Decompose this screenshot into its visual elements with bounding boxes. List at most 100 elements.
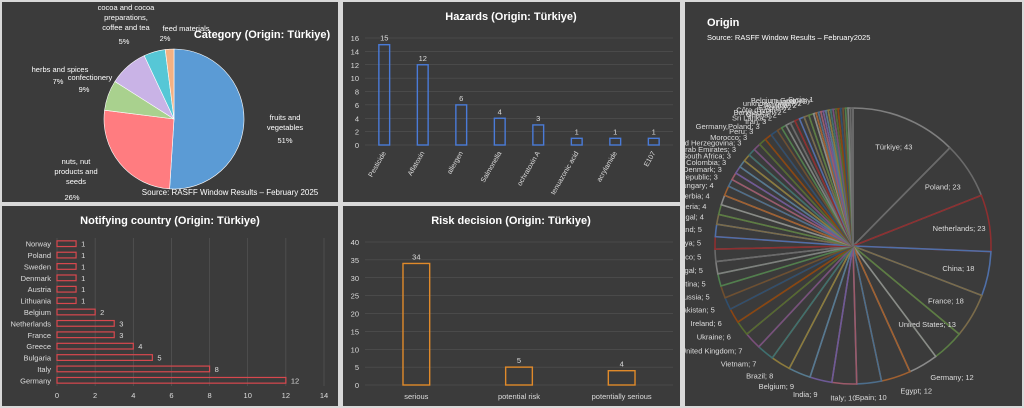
origin-slice-label: unknown origin; 2 bbox=[743, 99, 802, 108]
hazards-bar-value-label: 1 bbox=[575, 127, 579, 136]
notifying-x-tick-label: 2 bbox=[93, 391, 97, 400]
risk-x-tick-label: potential risk bbox=[498, 392, 540, 401]
notifying-y-tick-label: Belgium bbox=[24, 308, 51, 317]
origin-slice-label: China; 18 bbox=[942, 264, 974, 273]
hazards-y-tick-label: 12 bbox=[351, 61, 359, 70]
origin-slice-label: South Africa; 3 bbox=[685, 151, 731, 160]
hazards-bar bbox=[570, 137, 583, 146]
origin-slice-label: Estonia; 2 bbox=[758, 103, 791, 112]
origin-slice-label: Mexico; 5 bbox=[685, 252, 701, 261]
risk-bar-value-label: 5 bbox=[517, 356, 521, 365]
notifying-country-bar-chart: Notifying country (Origin: Türkiye) 0 2 4 6 8… bbox=[11, 215, 329, 400]
risk-x-tick-label: potentially serious bbox=[592, 392, 652, 401]
notifying-bar-value-label: 1 bbox=[81, 251, 85, 260]
hazards-x-tick-label: ochratoxin A bbox=[517, 150, 542, 187]
notifying-bar-value-label: 1 bbox=[81, 285, 85, 294]
notifying-y-tick-label: Sweden bbox=[24, 262, 51, 271]
origin-slice-label: Germany; 12 bbox=[930, 373, 973, 382]
category-slice-percent: 9% bbox=[79, 85, 90, 94]
origin-slice-label: Colombia; 3 bbox=[686, 158, 726, 167]
origin-slice-label: Poland; 23 bbox=[925, 183, 961, 192]
notifying-x-tick-label: 4 bbox=[131, 391, 135, 400]
hazards-bar-value-label: 12 bbox=[419, 54, 427, 63]
notifying-bar-value-label: 3 bbox=[119, 331, 123, 340]
risk-y-tick-label: 15 bbox=[351, 327, 359, 336]
notifying-bar-value-label: 1 bbox=[81, 262, 85, 271]
notifying-x-tick-label: 12 bbox=[282, 391, 290, 400]
origin-slice-label: United States; 13 bbox=[898, 320, 956, 329]
notifying-bar-value-label: 2 bbox=[100, 308, 104, 317]
category-slice-label: nuts, nut products and seeds bbox=[54, 157, 97, 186]
category-slice-percent: 7% bbox=[53, 77, 64, 86]
hazards-y-tick-label: 16 bbox=[351, 34, 359, 43]
origin-pie-slice bbox=[849, 107, 854, 247]
notifying-bar bbox=[56, 308, 96, 316]
notifying-y-tick-label: Poland bbox=[28, 251, 51, 260]
origin-slice-label: Nigeria; 4 bbox=[685, 202, 706, 211]
origin-pie-slice bbox=[852, 245, 912, 382]
origin-slice-label: France; 18 bbox=[928, 296, 964, 305]
origin-slice-label: Russia; 5 bbox=[685, 293, 710, 302]
risk-bar bbox=[607, 369, 636, 386]
category-slice-percent: 26% bbox=[64, 193, 79, 202]
risk-x-tick-label: serious bbox=[404, 392, 428, 401]
notifying-y-tick-label: France bbox=[28, 331, 51, 340]
origin-slice-label: Ukraine; 6 bbox=[697, 333, 731, 342]
hazards-bar-value-label: 4 bbox=[498, 107, 502, 116]
hazards-chart-panel: Hazards (Origin: Türkiye) 0 2 4 6 8 10 12 14 16 15… bbox=[343, 2, 680, 202]
risk-bar-value-label: 4 bbox=[620, 360, 624, 369]
hazards-x-tick-label: Aflatoxin bbox=[407, 150, 427, 177]
hazards-y-tick-label: 8 bbox=[355, 88, 359, 97]
hazards-x-tick-label: E107 bbox=[643, 150, 657, 168]
notifying-bar bbox=[56, 251, 77, 259]
origin-slice-label: Syria; 1 bbox=[788, 95, 813, 104]
notifying-bar-value-label: 1 bbox=[81, 274, 85, 283]
notifying-bar bbox=[56, 376, 287, 384]
category-pie-chart: Category (Origin: Türkiye) Source: RASFF … bbox=[32, 3, 331, 202]
origin-slice-label: Austria; 2 bbox=[765, 101, 797, 110]
notifying-x-tick-label: 8 bbox=[207, 391, 211, 400]
origin-slice-label: Brazil; 8 bbox=[746, 371, 773, 380]
hazards-x-tick-label: Salmonella bbox=[480, 150, 503, 184]
category-slice-label: fruits and vegetables bbox=[267, 113, 304, 132]
origin-slice-label: Thailand; 5 bbox=[685, 225, 702, 234]
notifying-bar-value-label: 8 bbox=[215, 365, 219, 374]
origin-slice-label: India; 9 bbox=[793, 390, 818, 399]
notifying-x-tick-label: 0 bbox=[55, 391, 59, 400]
notifying-bar-value-label: 4 bbox=[138, 342, 142, 351]
origin-slice-label: Denmark; 3 bbox=[685, 165, 722, 174]
hazards-y-tick-label: 10 bbox=[351, 74, 359, 83]
origin-slice-label: Argentina; 5 bbox=[685, 279, 706, 288]
notifying-bar bbox=[56, 263, 77, 270]
origin-slice-label: Ireland; 6 bbox=[691, 319, 722, 328]
hazards-bar bbox=[378, 43, 391, 146]
origin-slice-label: United Arab Emirates; 3 bbox=[685, 145, 736, 154]
origin-slice-label: Egypt; 12 bbox=[900, 386, 932, 395]
risk-y-tick-label: 5 bbox=[355, 363, 359, 372]
hazards-y-tick-label: 0 bbox=[355, 141, 359, 150]
origin-slice-label: Hungary; 4 bbox=[685, 181, 714, 190]
notifying-bar bbox=[56, 240, 77, 248]
notifying-bar bbox=[56, 274, 77, 282]
risk-decision-chart-panel: Risk decision (Origin: Türkiye) 0 5 10 15 20 2… bbox=[343, 206, 680, 406]
risk-bar bbox=[504, 366, 534, 386]
origin-slice-label: Belgium; 9 bbox=[759, 382, 794, 391]
risk-y-tick-label: 35 bbox=[351, 256, 359, 265]
notifying-bar-value-label: 3 bbox=[119, 319, 123, 328]
risk-decision-bar-chart: Risk decision (Origin: Türkiye) 0 5 10 15 20 2… bbox=[351, 215, 673, 401]
notifying-y-tick-label: Norway bbox=[26, 240, 52, 249]
hazards-bar-value-label: 1 bbox=[652, 127, 656, 136]
hazards-y-tick-label: 6 bbox=[355, 101, 359, 110]
risk-bar bbox=[402, 262, 431, 386]
notifying-bar bbox=[56, 354, 153, 361]
hazards-y-tick-label: 14 bbox=[351, 47, 359, 56]
origin-slice-label: Belgium,Germany bbox=[751, 96, 811, 105]
category-slice-percent: 5% bbox=[119, 37, 130, 46]
origin-slice-label: Kenya; 5 bbox=[685, 239, 701, 248]
category-pie-slice bbox=[169, 48, 245, 190]
notifying-bar-value-label: 12 bbox=[291, 376, 299, 385]
notifying-bar bbox=[56, 319, 115, 327]
origin-chart-source: Source: RASFF Window Results – February2… bbox=[707, 33, 870, 42]
risk-y-tick-label: 25 bbox=[351, 292, 359, 301]
